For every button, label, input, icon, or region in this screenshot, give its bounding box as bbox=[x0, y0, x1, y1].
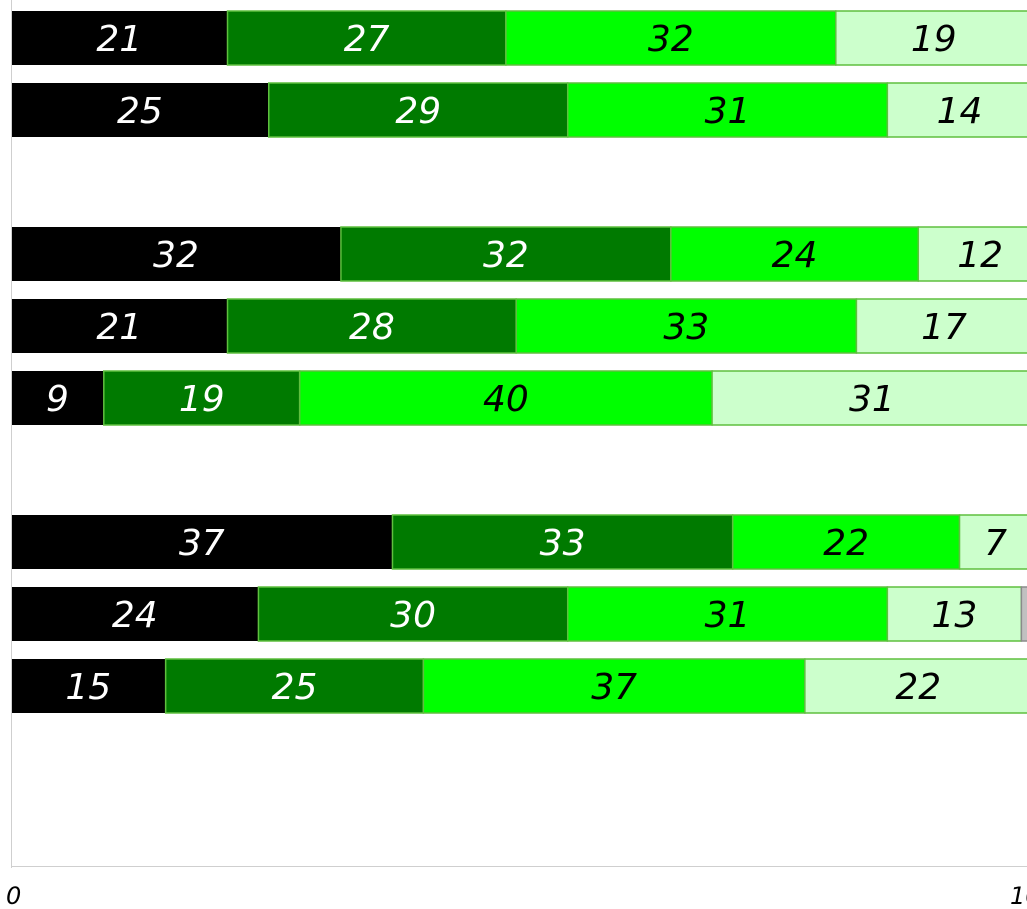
bar-segment-g1-r1-s2 bbox=[515, 298, 858, 354]
data-label-g0-r0-s2: 32 bbox=[648, 19, 694, 60]
data-label-g2-r1-s2: 31 bbox=[705, 595, 751, 636]
data-label-g2-r2-s1: 25 bbox=[272, 667, 318, 708]
data-label-g2-r0-s2: 22 bbox=[823, 523, 869, 564]
bar-segment-g2-r0-s3 bbox=[958, 514, 1027, 570]
bar-segment-g2-r0-s0 bbox=[11, 515, 393, 569]
data-label-g1-r2-s0: 9 bbox=[46, 379, 69, 420]
bar-segment-g0-r1-s1 bbox=[268, 82, 569, 138]
bar-segment-g2-r2-s1 bbox=[164, 658, 425, 714]
data-label-g1-r2-s1: 19 bbox=[179, 379, 225, 420]
data-label-g0-r1-s3: 14 bbox=[937, 91, 983, 132]
bar-segment-g1-r0-s0 bbox=[11, 227, 341, 281]
x-tick-label-100: 100 bbox=[1010, 882, 1027, 909]
data-label-g1-r0-s1: 32 bbox=[483, 235, 529, 276]
bar-segment-g2-r1-s3 bbox=[886, 586, 1023, 642]
bar-segment-g0-r0-s2 bbox=[505, 10, 837, 66]
data-label-g2-r1-s0: 24 bbox=[112, 595, 158, 636]
data-label-g1-r1-s3: 17 bbox=[921, 307, 967, 348]
bar-segment-g1-r2-s3 bbox=[711, 370, 1027, 426]
bar-segment-g1-r0-s3 bbox=[917, 226, 1027, 282]
data-label-g2-r1-s1: 30 bbox=[390, 595, 436, 636]
data-label-g0-r1-s0: 25 bbox=[117, 91, 163, 132]
data-label-g0-r0-s3: 19 bbox=[911, 19, 957, 60]
data-label-g1-r1-s0: 21 bbox=[96, 307, 142, 348]
bar-segment-g2-r1-s4 bbox=[1020, 586, 1027, 642]
plot-area: 21 27 32 19 25 29 31 14 32 32 24 12 21 28 33 17 9 19 40 31 3… bbox=[11, 10, 1027, 714]
data-label-g1-r1-s1: 28 bbox=[349, 307, 395, 348]
data-label-g2-r1-s3: 13 bbox=[931, 595, 977, 636]
bar-segment-g2-r2-s2 bbox=[422, 658, 806, 714]
data-label-g2-r2-s3: 22 bbox=[895, 667, 941, 708]
bar-segment-g1-r1-s1 bbox=[226, 298, 517, 354]
x-tick-label-0: 0 bbox=[6, 882, 21, 909]
bar-segment-g0-r1-s0 bbox=[11, 83, 269, 137]
data-label-g1-r0-s3: 12 bbox=[957, 235, 1003, 276]
bar-segment-g0-r1-s2 bbox=[566, 82, 889, 138]
bar-segment-g1-r2-s1 bbox=[103, 370, 301, 426]
bar-segment-g0-r0-s1 bbox=[226, 10, 507, 66]
bar-segment-g0-r1-s3 bbox=[886, 82, 1027, 138]
bar-segment-g1-r1-s3 bbox=[855, 298, 1027, 354]
data-label-g1-r0-s0: 32 bbox=[153, 235, 199, 276]
bar-segment-g2-r0-s2 bbox=[731, 514, 961, 570]
data-label-g1-r1-s2: 33 bbox=[663, 307, 709, 348]
data-label-g1-r0-s2: 24 bbox=[772, 235, 818, 276]
data-label-g1-r2-s2: 40 bbox=[483, 379, 529, 420]
bar-segment-g1-r1-s0 bbox=[11, 299, 228, 353]
data-label-g1-r2-s3: 31 bbox=[849, 379, 895, 420]
data-label-g0-r1-s1: 29 bbox=[395, 91, 441, 132]
bar-segment-g2-r2-s0 bbox=[11, 659, 166, 713]
data-label-g0-r1-s2: 31 bbox=[705, 91, 751, 132]
data-label-g2-r0-s1: 33 bbox=[540, 523, 586, 564]
bar-segment-g1-r2-s0 bbox=[11, 371, 104, 425]
bar-segment-g1-r2-s2 bbox=[298, 370, 713, 426]
bar-segment-g0-r0-s3 bbox=[835, 10, 1027, 66]
data-label-g2-r2-s0: 15 bbox=[65, 667, 111, 708]
data-label-g2-r2-s2: 37 bbox=[591, 667, 637, 708]
bar-segment-g1-r0-s2 bbox=[670, 226, 920, 282]
data-label-g0-r0-s1: 27 bbox=[344, 19, 390, 60]
bar-segment-g2-r1-s2 bbox=[566, 586, 889, 642]
data-label-g2-r0-s3: 7 bbox=[984, 523, 1007, 564]
data-label-g2-r0-s0: 37 bbox=[179, 523, 225, 564]
data-label-g0-r0-s0: 21 bbox=[96, 19, 142, 60]
bar-segment-g2-r2-s3 bbox=[804, 658, 1027, 714]
bar-segment-g0-r0-s0 bbox=[11, 11, 228, 65]
bar-segment-g2-r1-s0 bbox=[11, 587, 259, 641]
bar-segment-g2-r0-s1 bbox=[391, 514, 734, 570]
